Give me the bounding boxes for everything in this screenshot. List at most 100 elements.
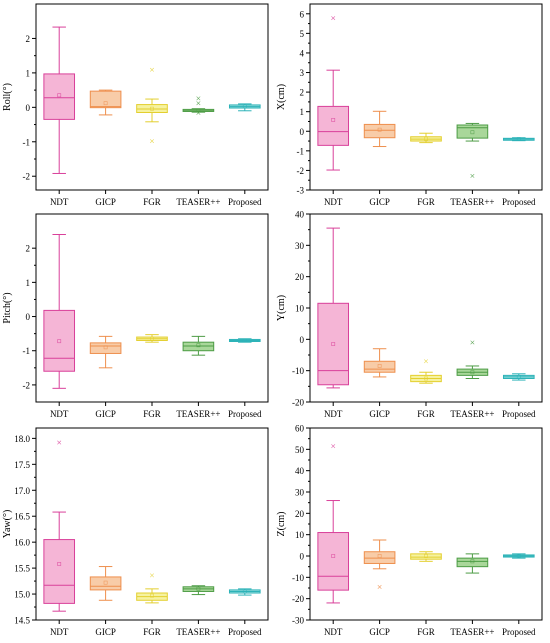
y-tick-label: 50 [295,445,305,455]
box-iqr [410,553,442,560]
chart-panel: -2 -1 0 1 2 Pitch(°) NDT GICP FGR TEASER++ Propose… [2,213,269,419]
y-tick-label: 20 [295,509,305,519]
outlier-point [377,584,382,589]
mean-marker [242,338,247,343]
y-tick-label: 0 [300,127,305,137]
y-axis-label: Roll(°) [2,83,13,111]
x-tick-label: Proposed [502,627,536,637]
x-tick-label: Proposed [502,409,536,419]
plot-frame [309,3,543,191]
outlier-point [149,67,155,72]
y-tick-label: 20 [295,272,305,282]
outlier-point [196,110,201,115]
x-tick-label: TEASER++ [176,197,220,207]
outlier-point [149,573,155,578]
x-tick-label: TEASER++ [450,627,494,637]
box-iqr [317,302,350,386]
y-tick-label: 30 [295,241,305,251]
outlier-point [196,96,201,101]
x-tick-label: FGR [417,197,435,207]
plot-frame [309,427,543,621]
mean-marker [242,104,247,109]
x-tick-label: TEASER++ [176,627,220,637]
mean-marker [150,593,154,598]
box-iqr [456,557,489,568]
box-iqr [43,309,76,372]
x-tick-label: NDT [324,197,343,207]
y-tick-label: 14.5 [14,616,30,626]
x-tick-label: FGR [143,197,161,207]
y-tick-label: 1 [26,68,31,78]
y-tick-label: 10 [295,304,305,314]
box-iqr [456,124,489,139]
x-tick-label: TEASER++ [450,409,494,419]
y-tick-label: 2 [26,244,31,254]
y-tick-label: -2 [23,172,31,182]
chart-panel: -3 -2 -1 0 1 2 3 4 5 6 X(cm) NDT GICP FGR TEASER++ Prop… [276,3,543,207]
box-iqr [43,539,76,604]
box-iqr [136,104,168,113]
x-tick-label: FGR [143,627,161,637]
y-axis-label: X(cm) [276,84,287,110]
mean-marker [470,559,475,564]
chart-panel: -20 -10 0 10 20 30 40 Y(cm) NDT GICP FGR TEASER++ Pr… [276,210,543,419]
plot-frame [35,213,269,403]
mean-marker [103,101,108,106]
y-tick-label: 3 [300,68,305,78]
chart-panel: -2 -1 0 1 2 Roll(°) NDT GICP FGR TEASER++ Proposed [2,3,269,207]
mean-marker [424,136,428,141]
chart-panel: 14.5 15.0 15.5 16.0 16.5 17.0 17.5 18.0 Yaw(°) ND… [2,427,269,637]
mean-marker [196,343,201,348]
mean-marker [516,137,521,141]
x-tick-label: FGR [417,409,435,419]
mean-marker [331,118,336,122]
x-tick-label: GICP [95,409,116,419]
box-iqr [89,90,122,109]
x-tick-label: NDT [50,197,69,207]
x-tick-label: Proposed [228,197,262,207]
x-tick-label: GICP [95,197,116,207]
y-tick-label: 18.0 [14,434,30,444]
mean-marker [377,554,382,558]
outlier-point [423,359,429,364]
mean-marker [196,108,201,113]
y-tick-label: 17.0 [14,486,30,496]
mean-marker [57,562,62,566]
y-tick-label: 30 [295,488,305,498]
x-tick-label: GICP [369,627,390,637]
x-tick-label: Proposed [228,409,262,419]
outlier-point [331,16,336,21]
mean-marker [470,130,475,135]
mean-marker [424,554,428,558]
x-tick-label: NDT [50,627,69,637]
x-tick-label: FGR [143,409,161,419]
x-tick-label: Proposed [228,627,262,637]
box-iqr [363,360,396,373]
x-tick-label: TEASER++ [176,409,220,419]
outlier-point [470,340,475,345]
x-tick-label: TEASER++ [450,197,494,207]
y-tick-label: 1 [300,107,305,117]
outlier-point [331,444,336,449]
box-iqr [317,105,350,146]
y-tick-label: -1 [23,346,31,356]
y-tick-label: 15.0 [14,590,30,600]
y-tick-label: 60 [295,424,305,434]
x-tick-label: NDT [324,627,343,637]
mean-marker [150,106,154,111]
y-tick-label: 2 [300,88,305,98]
y-tick-label: 5 [300,29,305,39]
mean-marker [516,554,521,558]
y-tick-label: -10 [292,573,304,583]
y-tick-label: -2 [297,166,305,176]
x-tick-label: Proposed [502,197,536,207]
y-tick-label: -20 [292,398,304,408]
y-tick-label: 17.5 [14,460,30,470]
mean-marker [516,375,521,379]
x-tick-label: GICP [95,627,116,637]
box-iqr [89,342,122,354]
y-axis-label: Y(cm) [276,295,287,321]
outlier-point [470,173,475,178]
